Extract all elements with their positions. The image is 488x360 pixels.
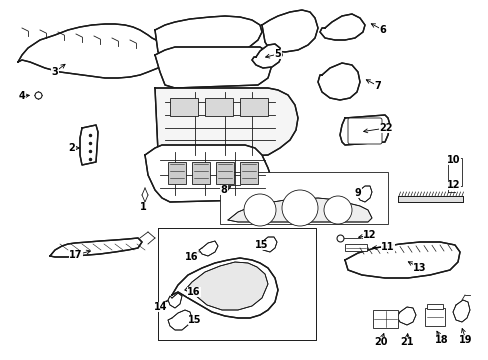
Bar xyxy=(192,162,209,184)
Polygon shape xyxy=(168,310,192,330)
Bar xyxy=(216,162,234,184)
Polygon shape xyxy=(155,16,262,63)
Bar xyxy=(170,98,198,116)
Bar xyxy=(240,162,258,184)
Polygon shape xyxy=(356,186,371,202)
Text: 22: 22 xyxy=(379,123,392,133)
Text: 20: 20 xyxy=(373,337,387,347)
Text: 18: 18 xyxy=(434,335,448,345)
Polygon shape xyxy=(452,300,469,322)
Text: 12: 12 xyxy=(447,180,460,190)
Polygon shape xyxy=(251,44,282,68)
Bar xyxy=(424,308,444,326)
Text: 4: 4 xyxy=(19,91,25,101)
Text: 12: 12 xyxy=(363,230,376,240)
Bar xyxy=(447,158,461,186)
Text: 15: 15 xyxy=(188,315,202,325)
Text: 21: 21 xyxy=(400,337,413,347)
Bar xyxy=(168,162,185,184)
Polygon shape xyxy=(262,10,317,52)
Polygon shape xyxy=(155,47,271,88)
Text: 7: 7 xyxy=(374,81,381,91)
Text: 16: 16 xyxy=(187,287,201,297)
Text: 16: 16 xyxy=(185,252,198,262)
Polygon shape xyxy=(158,228,315,340)
Polygon shape xyxy=(50,238,142,257)
Text: 6: 6 xyxy=(379,25,386,35)
Text: 15: 15 xyxy=(255,240,268,250)
Text: 1: 1 xyxy=(140,202,146,212)
Bar xyxy=(372,310,397,328)
Polygon shape xyxy=(199,241,218,256)
Polygon shape xyxy=(18,24,168,78)
Bar xyxy=(220,172,387,224)
Polygon shape xyxy=(80,125,98,165)
Polygon shape xyxy=(396,307,415,325)
Bar xyxy=(426,304,442,309)
Circle shape xyxy=(244,194,275,226)
FancyBboxPatch shape xyxy=(347,118,381,144)
Polygon shape xyxy=(397,196,462,202)
Text: 14: 14 xyxy=(154,302,167,312)
Text: 3: 3 xyxy=(52,67,58,77)
Bar xyxy=(240,98,267,116)
Polygon shape xyxy=(260,237,276,252)
Polygon shape xyxy=(155,88,297,160)
Text: 2: 2 xyxy=(68,143,75,153)
Polygon shape xyxy=(317,63,359,100)
Text: 8: 8 xyxy=(220,185,227,195)
Polygon shape xyxy=(227,198,371,222)
Text: 13: 13 xyxy=(412,263,426,273)
Text: 19: 19 xyxy=(458,335,472,345)
Text: 9: 9 xyxy=(354,188,361,198)
Polygon shape xyxy=(172,258,278,318)
Bar xyxy=(345,244,366,251)
Polygon shape xyxy=(345,242,459,278)
Text: 5: 5 xyxy=(274,49,281,59)
Text: 11: 11 xyxy=(381,242,394,252)
Text: 10: 10 xyxy=(447,155,460,165)
Circle shape xyxy=(324,196,351,224)
Polygon shape xyxy=(339,115,389,145)
Polygon shape xyxy=(184,262,267,310)
Polygon shape xyxy=(145,145,271,202)
Text: 17: 17 xyxy=(69,250,82,260)
Polygon shape xyxy=(319,14,364,40)
Bar xyxy=(204,98,232,116)
Polygon shape xyxy=(168,293,182,308)
Circle shape xyxy=(282,190,317,226)
